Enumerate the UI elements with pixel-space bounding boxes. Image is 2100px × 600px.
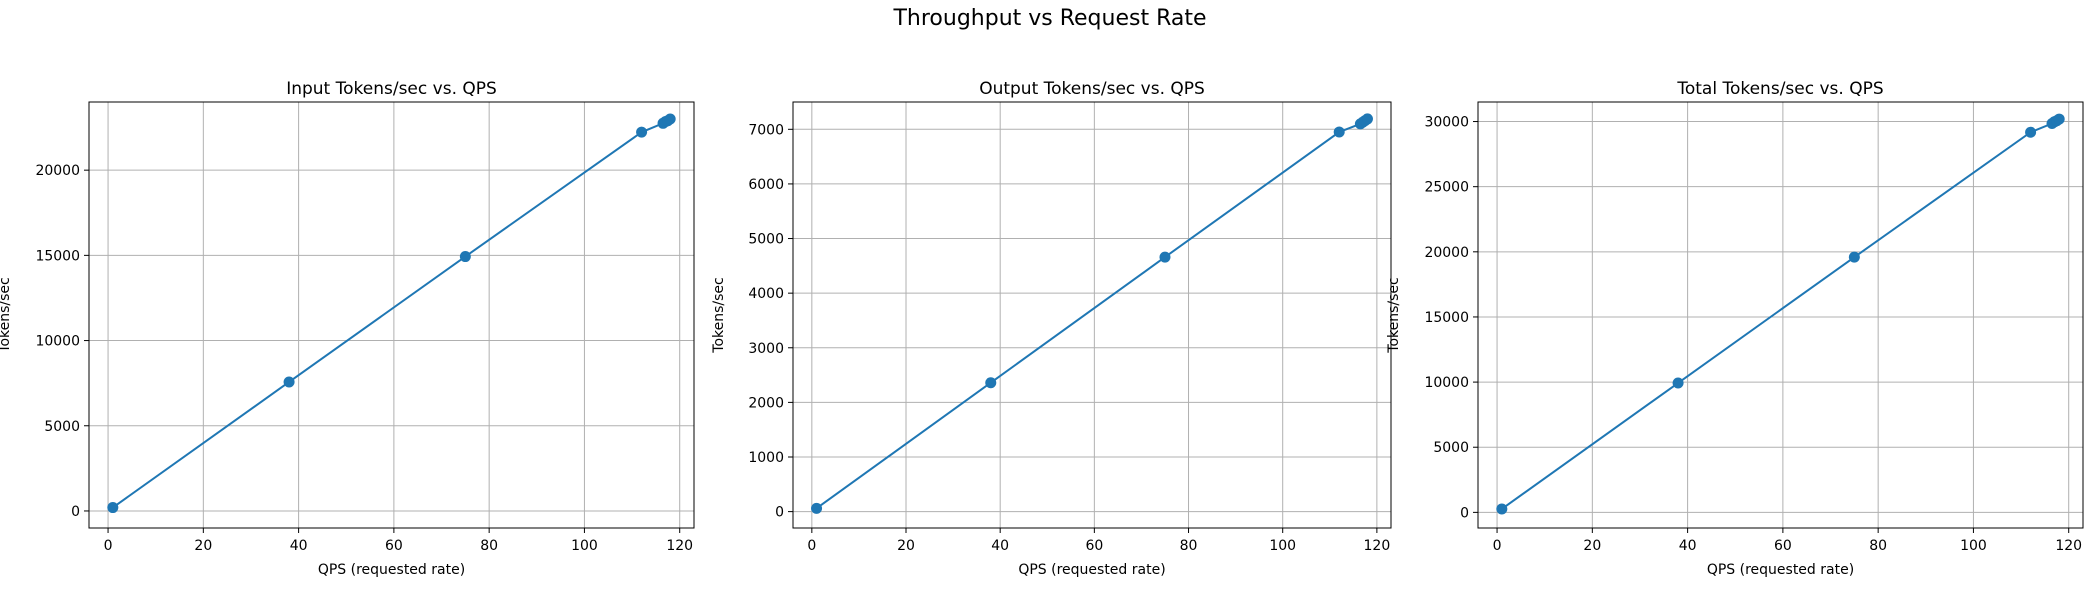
y-tick-label: 0 <box>775 505 784 521</box>
x-tick-label: 0 <box>1493 538 1502 554</box>
y-tick-label: 15000 <box>1424 310 1469 326</box>
chart-panel-3: 0 20 40 60 80 100 120 0 5000 10000 15000 20000 25000… <box>1386 79 2084 578</box>
data-point <box>636 126 648 138</box>
y-tick-label: 10000 <box>35 334 80 350</box>
series-line <box>815 118 1369 510</box>
series-line <box>112 118 671 509</box>
data-point <box>1159 251 1171 263</box>
y-tick-label: 15000 <box>35 248 80 264</box>
x-tick-label: 0 <box>807 538 816 554</box>
data-point <box>1333 126 1345 138</box>
y-tick-label: 25000 <box>1424 180 1469 196</box>
y-tick-label: 30000 <box>1424 115 1469 131</box>
y-tick-label: 5000 <box>44 419 80 435</box>
x-tick-label: 100 <box>571 538 598 554</box>
axes-frame <box>1477 101 2084 529</box>
x-tick-label: 80 <box>480 538 498 554</box>
y-tick-label: 1000 <box>748 450 784 466</box>
x-tick-label: 80 <box>1180 538 1198 554</box>
y-tick-label: 0 <box>1460 505 1469 521</box>
chart-panel-1: 0 20 40 60 80 100 120 0 5000 10000 15000 20000 Input… <box>0 79 695 578</box>
x-tick-label: 60 <box>385 538 403 554</box>
y-tick-label: 2000 <box>748 395 784 411</box>
axes-frame <box>792 101 1392 529</box>
x-tick-label: 20 <box>194 538 212 554</box>
x-tick-label: 60 <box>1085 538 1103 554</box>
x-tick-label: 40 <box>290 538 308 554</box>
data-point <box>459 251 471 263</box>
y-tick-label: 7000 <box>748 122 784 138</box>
x-tick-label: 40 <box>991 538 1009 554</box>
figure-title: Throughput vs Request Rate <box>893 6 1207 31</box>
data-point <box>664 113 676 125</box>
x-tick-label: 120 <box>666 538 693 554</box>
x-tick-label: 20 <box>897 538 915 554</box>
y-tick-label: 6000 <box>748 177 784 193</box>
y-tick-label: 4000 <box>748 286 784 302</box>
y-axis-label: Tokens/sec <box>1386 277 1402 353</box>
series-line <box>1501 118 2060 510</box>
chart-title: Input Tokens/sec vs. QPS <box>286 79 497 99</box>
chart-title: Total Tokens/sec vs. QPS <box>1676 79 1883 99</box>
x-tick-label: 60 <box>1774 538 1792 554</box>
y-tick-label: 10000 <box>1424 375 1469 391</box>
data-point <box>1361 113 1373 125</box>
y-tick-label: 0 <box>71 504 80 520</box>
x-tick-label: 120 <box>2055 538 2082 554</box>
x-tick-label: 0 <box>104 538 113 554</box>
x-tick-label: 80 <box>1869 538 1887 554</box>
data-point <box>107 502 119 514</box>
data-point <box>1848 251 1860 263</box>
x-axis-label: QPS (requested rate) <box>1707 562 1854 578</box>
y-tick-label: 5000 <box>748 232 784 248</box>
chart-panel-2: 0 20 40 60 80 100 120 0 1000 2000 3000 4000 5000 6000… <box>711 79 1392 578</box>
data-point <box>2025 126 2037 138</box>
chart-title: Output Tokens/sec vs. QPS <box>979 79 1205 99</box>
data-point <box>283 376 295 388</box>
x-tick-label: 100 <box>1960 538 1987 554</box>
x-tick-label: 100 <box>1269 538 1296 554</box>
y-tick-label: 20000 <box>35 163 80 179</box>
y-tick-label: 5000 <box>1433 440 1469 456</box>
x-tick-label: 40 <box>1679 538 1697 554</box>
data-point <box>1672 377 1684 389</box>
x-axis-label: QPS (requested rate) <box>1018 562 1165 578</box>
data-point <box>811 502 823 514</box>
axes-frame <box>88 101 695 529</box>
y-axis-label: Tokens/sec <box>0 277 13 353</box>
data-point <box>2053 113 2065 125</box>
x-tick-label: 120 <box>1364 538 1391 554</box>
data-point <box>1496 503 1508 515</box>
x-axis-label: QPS (requested rate) <box>318 562 465 578</box>
y-tick-label: 3000 <box>748 341 784 357</box>
y-axis-label: Tokens/sec <box>711 277 727 353</box>
data-point <box>985 377 997 389</box>
y-tick-label: 20000 <box>1424 245 1469 261</box>
x-tick-label: 20 <box>1583 538 1601 554</box>
